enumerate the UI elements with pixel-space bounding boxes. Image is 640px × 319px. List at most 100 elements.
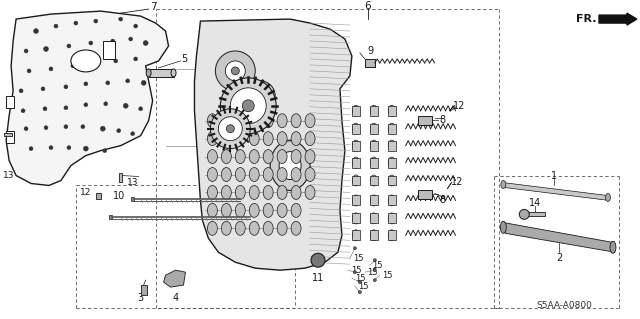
Ellipse shape [277, 150, 287, 164]
Bar [365, 59, 375, 67]
Ellipse shape [291, 185, 301, 199]
Bar [352, 175, 360, 185]
Circle shape [141, 80, 146, 85]
Bar [370, 106, 378, 116]
Circle shape [91, 61, 95, 65]
Circle shape [67, 44, 71, 48]
Circle shape [216, 51, 255, 91]
Circle shape [129, 37, 132, 41]
Ellipse shape [249, 204, 259, 217]
Text: 13: 13 [127, 178, 138, 187]
Bar [370, 124, 378, 134]
Circle shape [134, 24, 138, 28]
Ellipse shape [305, 150, 315, 164]
Bar [388, 230, 396, 240]
Ellipse shape [353, 140, 359, 151]
Bar [370, 213, 378, 223]
Ellipse shape [221, 185, 231, 199]
Circle shape [71, 64, 75, 68]
Ellipse shape [353, 195, 359, 206]
Circle shape [64, 125, 68, 129]
Circle shape [358, 291, 362, 293]
Circle shape [84, 82, 88, 86]
Bar [148, 69, 173, 77]
Circle shape [373, 269, 376, 272]
Circle shape [245, 81, 275, 111]
Text: 3: 3 [138, 293, 144, 303]
Circle shape [21, 109, 25, 113]
Ellipse shape [388, 157, 396, 168]
Ellipse shape [171, 69, 176, 77]
Bar [370, 158, 378, 167]
Circle shape [358, 281, 362, 284]
FancyArrow shape [599, 13, 637, 25]
Bar [370, 230, 378, 240]
Circle shape [44, 126, 48, 130]
Ellipse shape [263, 167, 273, 182]
Bar [527, 212, 545, 216]
Text: 15: 15 [353, 254, 363, 263]
Bar [418, 190, 431, 199]
Bar [370, 175, 378, 185]
Bar [352, 196, 360, 205]
Ellipse shape [353, 213, 359, 224]
Circle shape [24, 127, 28, 131]
Ellipse shape [146, 69, 151, 77]
Circle shape [43, 107, 47, 111]
Circle shape [33, 29, 38, 33]
Circle shape [83, 146, 88, 151]
Ellipse shape [207, 221, 218, 235]
Ellipse shape [207, 167, 218, 182]
Polygon shape [6, 11, 168, 185]
Ellipse shape [500, 221, 506, 233]
Ellipse shape [353, 157, 359, 168]
Ellipse shape [263, 150, 273, 164]
Circle shape [253, 89, 267, 103]
Ellipse shape [277, 167, 287, 182]
Polygon shape [502, 222, 615, 252]
Ellipse shape [305, 132, 315, 146]
Circle shape [119, 17, 123, 21]
Ellipse shape [263, 185, 273, 199]
Circle shape [103, 149, 107, 152]
Bar [370, 141, 378, 151]
Circle shape [353, 247, 356, 250]
Text: 15: 15 [383, 271, 393, 280]
Ellipse shape [371, 105, 378, 116]
Circle shape [373, 278, 376, 282]
Circle shape [353, 271, 356, 274]
Circle shape [373, 259, 376, 262]
Ellipse shape [388, 230, 396, 241]
Text: 15: 15 [355, 274, 365, 283]
Ellipse shape [353, 105, 359, 116]
Bar [352, 230, 360, 240]
Ellipse shape [221, 221, 231, 235]
Circle shape [44, 47, 49, 51]
Ellipse shape [277, 114, 287, 128]
Text: 6: 6 [365, 1, 371, 11]
Text: 11: 11 [312, 273, 324, 283]
Circle shape [27, 69, 31, 73]
Circle shape [519, 209, 529, 219]
Ellipse shape [291, 221, 301, 235]
Bar [6, 131, 14, 143]
Text: 15: 15 [351, 266, 361, 275]
Text: 2: 2 [556, 253, 563, 263]
Ellipse shape [291, 167, 301, 182]
Bar [388, 213, 396, 223]
Text: 5: 5 [181, 54, 188, 64]
Bar [418, 116, 431, 125]
Ellipse shape [371, 157, 378, 168]
Ellipse shape [277, 132, 287, 146]
Bar [352, 213, 360, 223]
Polygon shape [164, 270, 186, 287]
Bar [6, 96, 14, 108]
Ellipse shape [371, 140, 378, 151]
Ellipse shape [388, 175, 396, 186]
Ellipse shape [353, 123, 359, 134]
Ellipse shape [388, 105, 396, 116]
Circle shape [74, 21, 78, 25]
Ellipse shape [305, 185, 315, 199]
Bar [352, 124, 360, 134]
Ellipse shape [605, 193, 611, 201]
